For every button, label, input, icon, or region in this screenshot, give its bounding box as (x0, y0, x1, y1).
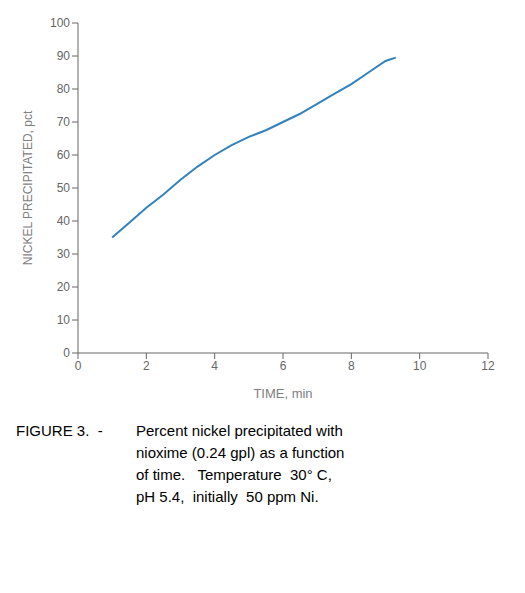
svg-text:0: 0 (63, 346, 70, 360)
svg-text:80: 80 (57, 82, 71, 96)
svg-text:2: 2 (143, 359, 150, 373)
svg-text:0: 0 (75, 359, 82, 373)
svg-text:4: 4 (211, 359, 218, 373)
svg-text:40: 40 (57, 214, 71, 228)
svg-text:90: 90 (57, 49, 71, 63)
svg-text:8: 8 (348, 359, 355, 373)
svg-text:12: 12 (481, 359, 495, 373)
html-text:pH 5.4, initially 50 ppm Ni.: pH 5.4, initially 50 ppm Ni. (136, 488, 319, 505)
svg-text:NICKEL PRECIPITATED, pct: NICKEL PRECIPITATED, pct (21, 110, 35, 265)
svg-text:20: 20 (57, 280, 71, 294)
svg-text:100: 100 (50, 16, 70, 30)
html-text:Percent nickel precipitated wi: Percent nickel precipitated with (136, 422, 343, 439)
svg-text:60: 60 (57, 148, 71, 162)
html-text:nioxime (0.24 gpl) as a functi: nioxime (0.24 gpl) as a function (136, 444, 345, 461)
svg-text:6: 6 (280, 359, 287, 373)
svg-text:10: 10 (413, 359, 427, 373)
html-text:of time. Temperature 30° C,: of time. Temperature 30° C, (136, 466, 332, 483)
svg-text:TIME, min: TIME, min (253, 386, 312, 401)
svg-text:50: 50 (57, 181, 71, 195)
html-text:FIGURE 3. -: FIGURE 3. - (16, 422, 107, 439)
svg-text:30: 30 (57, 247, 71, 261)
svg-text:70: 70 (57, 115, 71, 129)
svg-text:10: 10 (57, 313, 71, 327)
